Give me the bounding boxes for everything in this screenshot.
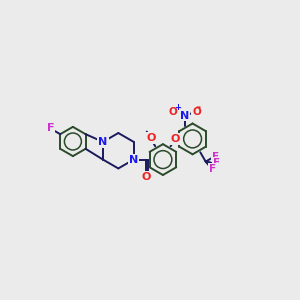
Text: O: O bbox=[171, 134, 180, 144]
Text: N: N bbox=[129, 154, 138, 165]
Text: O: O bbox=[169, 107, 178, 117]
Text: +: + bbox=[174, 103, 182, 112]
Text: F: F bbox=[209, 164, 216, 174]
Text: O: O bbox=[141, 172, 151, 182]
Text: F: F bbox=[47, 123, 55, 134]
Text: N: N bbox=[180, 111, 190, 121]
Text: N: N bbox=[98, 137, 108, 147]
Text: -: - bbox=[195, 100, 200, 114]
Text: O: O bbox=[192, 107, 201, 117]
Text: F: F bbox=[212, 152, 219, 162]
Text: O: O bbox=[146, 133, 156, 143]
Text: F: F bbox=[213, 158, 220, 168]
